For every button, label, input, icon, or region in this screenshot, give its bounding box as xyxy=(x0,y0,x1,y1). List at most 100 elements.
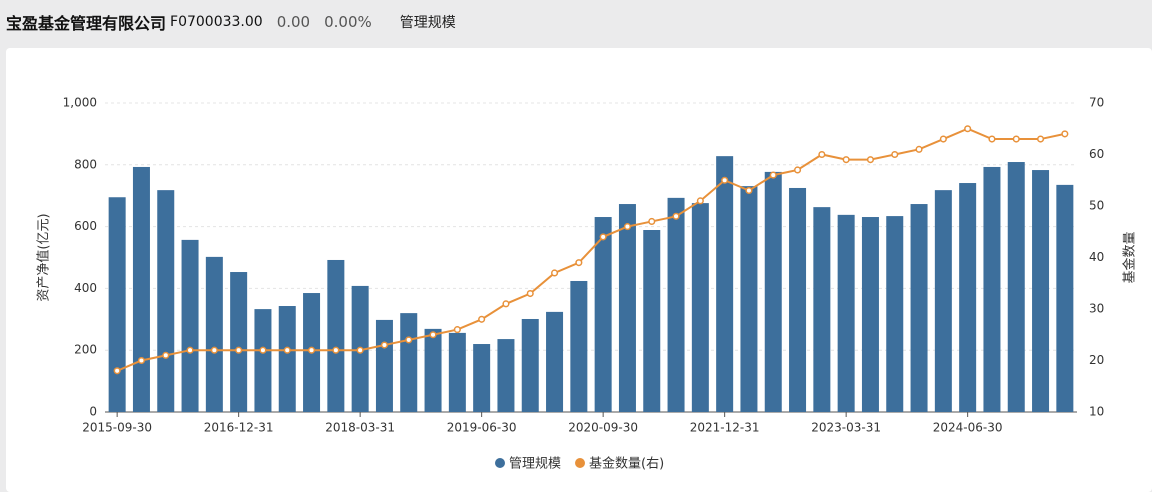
line-point xyxy=(672,212,680,220)
bar xyxy=(181,239,199,412)
header: 宝盈基金管理有限公司 F0700033.00 0.00 0.00% 管理规模 xyxy=(6,0,456,44)
bar xyxy=(546,311,564,412)
line-point xyxy=(599,233,607,241)
line-point xyxy=(745,187,753,195)
line-point xyxy=(939,135,947,143)
bar xyxy=(157,190,175,412)
bar xyxy=(375,319,393,412)
y2-tick-label: 60 xyxy=(1089,147,1104,161)
line-point xyxy=(113,367,121,375)
y-axis-title: 资产净值(亿元) xyxy=(36,213,52,301)
bar xyxy=(910,204,928,412)
bar xyxy=(108,197,126,412)
bar xyxy=(205,256,223,412)
company-name: 宝盈基金管理有限公司 xyxy=(6,14,167,33)
x-tick-label: 2019-06-30 xyxy=(447,421,517,435)
x-tick-label: 2021-12-31 xyxy=(690,421,760,435)
bar xyxy=(448,332,466,412)
line-point xyxy=(988,135,996,143)
line-point xyxy=(405,336,413,344)
line-point xyxy=(502,300,510,308)
bar xyxy=(789,187,807,412)
y-tick-label: 200 xyxy=(74,343,97,357)
line-point xyxy=(794,166,802,174)
bar xyxy=(667,197,685,412)
line-point xyxy=(308,346,316,354)
line-point xyxy=(915,145,923,153)
line-point xyxy=(818,150,826,159)
y2-axis-title: 基金数量 xyxy=(1122,231,1138,283)
y2-tick-label: 40 xyxy=(1089,250,1104,264)
tab[interactable]: 管理规模 xyxy=(399,15,456,31)
line-point xyxy=(453,326,461,334)
y2-tick-label: 70 xyxy=(1089,96,1104,110)
line-point xyxy=(356,346,364,354)
x-tick-label: 2015-09-30 xyxy=(82,421,152,435)
bar xyxy=(1056,184,1074,412)
bar xyxy=(424,328,442,412)
bar xyxy=(959,183,977,412)
bar xyxy=(934,190,952,412)
y-tick-label: 0 xyxy=(89,405,97,419)
bar xyxy=(1032,170,1050,412)
bar xyxy=(400,313,418,412)
line-point xyxy=(1037,135,1045,143)
bar xyxy=(886,216,904,412)
x-tick-label: 2020-09-30 xyxy=(568,421,638,435)
bar xyxy=(132,166,150,412)
line-point xyxy=(259,346,267,354)
bar xyxy=(473,344,491,412)
bar xyxy=(521,318,539,412)
legend-marker xyxy=(575,458,586,468)
line-point xyxy=(235,346,243,354)
line-point xyxy=(769,171,777,179)
bar xyxy=(230,272,248,412)
x-tick-label: 2023-03-31 xyxy=(811,421,881,435)
legend-marker xyxy=(495,458,505,468)
line-point xyxy=(137,356,145,365)
line-point xyxy=(1061,130,1069,138)
value: 0.00 xyxy=(276,13,311,31)
line-point xyxy=(210,346,218,354)
line-point xyxy=(162,351,170,359)
x-tick-label: 2018-03-31 xyxy=(325,421,395,435)
line-point xyxy=(526,290,534,298)
y2-tick-label: 20 xyxy=(1089,353,1104,367)
line xyxy=(116,127,1066,372)
bar xyxy=(643,229,661,412)
x-tick-label: 2016-12-31 xyxy=(204,421,274,435)
fund-code: F0700033.00 xyxy=(170,14,263,30)
bar xyxy=(497,339,515,412)
legend-label: 管理规模 xyxy=(509,457,561,472)
line-point xyxy=(332,346,340,354)
line-point xyxy=(575,259,583,267)
bar xyxy=(740,186,758,412)
bar xyxy=(594,217,612,412)
y-tick-label: 400 xyxy=(74,281,97,295)
bar xyxy=(278,306,296,412)
y-tick-label: 600 xyxy=(74,219,97,233)
legend-label: 基金数量(右) xyxy=(589,456,664,472)
line-point xyxy=(648,217,656,225)
bar xyxy=(327,259,345,412)
line-point xyxy=(696,197,704,205)
bar xyxy=(861,217,879,412)
line-point xyxy=(1012,135,1020,143)
bar xyxy=(716,156,734,412)
bar xyxy=(691,203,709,412)
bar xyxy=(618,204,636,412)
bar xyxy=(837,214,855,412)
bar xyxy=(764,171,782,412)
bar xyxy=(1007,162,1025,412)
y2-tick-label: 10 xyxy=(1089,405,1104,419)
y-tick-label: 1,000 xyxy=(63,96,97,110)
line-point xyxy=(478,315,486,323)
line-point xyxy=(623,223,632,231)
line-point xyxy=(866,156,875,164)
line-point xyxy=(721,176,729,184)
bar xyxy=(254,309,272,412)
change: 0.00% xyxy=(324,13,372,31)
line-point xyxy=(429,331,437,339)
